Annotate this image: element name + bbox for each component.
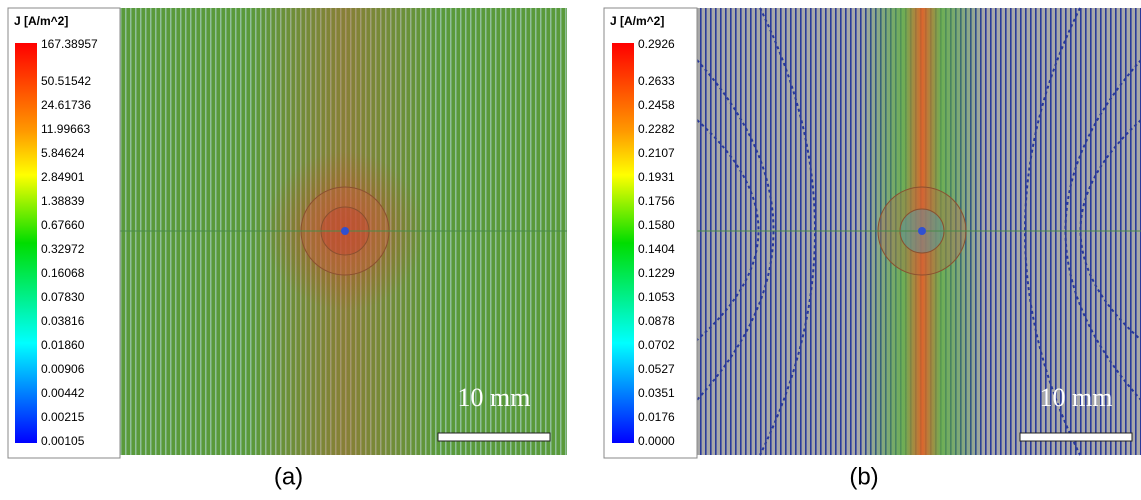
legend-label: 0.0702 [638, 338, 675, 352]
legend-label: 0.1931 [638, 170, 675, 184]
legend-label: 0.0176 [638, 410, 675, 424]
color-bar [15, 43, 37, 443]
legend-label: 0.2107 [638, 146, 675, 160]
legend-title: J [A/m^2] [610, 14, 664, 28]
legend-label: 0.0527 [638, 362, 675, 376]
legend-label: 0.67660 [41, 218, 85, 232]
scale-bar-label: 10 mm [458, 383, 531, 412]
legend-label: 0.2633 [638, 74, 675, 88]
legend-label: 0.1229 [638, 266, 675, 280]
legend-label: 0.2926 [638, 37, 675, 51]
legend-label: 0.03816 [41, 314, 85, 328]
legend-label: 0.00215 [41, 410, 85, 424]
scale-bar-label: 10 mm [1040, 383, 1113, 412]
scale-bar [438, 433, 550, 441]
scale-bar [1020, 433, 1132, 441]
legend-label: 0.2282 [638, 122, 675, 136]
legend-label: 0.2458 [638, 98, 675, 112]
legend-label: 0.0351 [638, 386, 675, 400]
legend-label: 5.84624 [41, 146, 85, 160]
legend-label: 0.01860 [41, 338, 85, 352]
legend-label: 0.1756 [638, 194, 675, 208]
legend-label: 167.38957 [41, 37, 98, 51]
legend-label: 11.99663 [41, 122, 90, 136]
legend-label: 1.38839 [41, 194, 85, 208]
legend-label: 0.1053 [638, 290, 675, 304]
legend-label: 0.00906 [41, 362, 85, 376]
legend-label: 24.61736 [41, 98, 91, 112]
legend-label: 50.51542 [41, 74, 91, 88]
legend-label: 0.1580 [638, 218, 675, 232]
legend-label: 0.07830 [41, 290, 85, 304]
legend-label: 0.32972 [41, 242, 85, 256]
caption: (b) [849, 463, 878, 490]
legend-label: 0.1404 [638, 242, 675, 256]
legend-label: 0.00442 [41, 386, 85, 400]
caption: (a) [274, 463, 303, 490]
legend-title: J [A/m^2] [14, 14, 68, 28]
legend-label: 0.00105 [41, 434, 85, 448]
legend-label: 0.16068 [41, 266, 85, 280]
legend-label: 0.0000 [638, 434, 675, 448]
figure: J [A/m^2] 167.38957 50.51542 24.61736 11.996… [0, 0, 1141, 495]
color-bar [612, 43, 634, 443]
legend-label: 2.84901 [41, 170, 85, 184]
legend-label: 0.0878 [638, 314, 675, 328]
